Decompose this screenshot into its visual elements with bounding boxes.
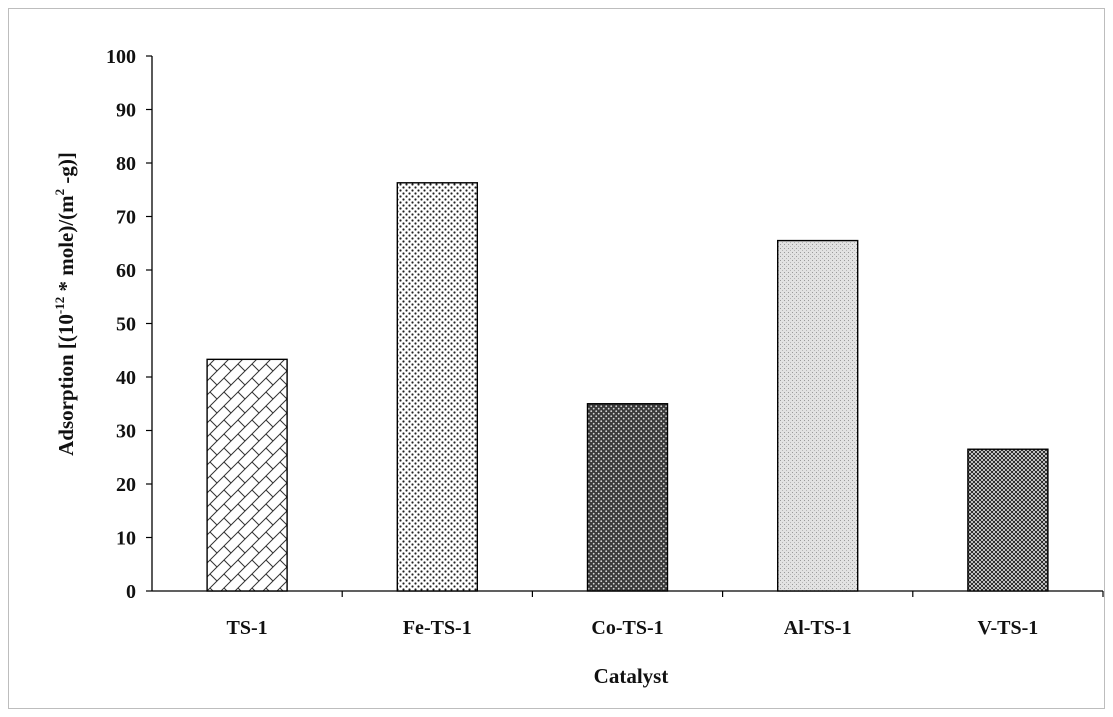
x-tick-label: V-TS-1 <box>978 617 1039 639</box>
bar-ts-1 <box>206 358 288 592</box>
x-ticks: TS-1 Fe-TS-1 Co-TS-1 Al-TS-1 V-TS-1 <box>227 591 1104 639</box>
chart-frame <box>8 8 1105 709</box>
y-ticks: 0 10 20 30 40 50 60 70 80 90 100 <box>106 46 152 603</box>
y-tick-label: 90 <box>116 100 136 122</box>
bar-co-ts-1 <box>586 403 669 592</box>
bar-fe-ts-1 <box>396 182 478 592</box>
y-tick-label: 50 <box>116 314 136 336</box>
bar-al-ts-1 <box>777 239 859 592</box>
bars <box>206 182 1049 592</box>
bar-v-ts-1 <box>967 448 1049 592</box>
y-axis-title: Adsorption [(10-12 * mole)/(m2 -g)] <box>52 152 78 456</box>
y-tick-label: 10 <box>116 528 136 550</box>
y-tick-label: 100 <box>106 46 136 68</box>
y-tick-label: 80 <box>116 153 136 175</box>
y-tick-label: 60 <box>116 260 136 282</box>
x-tick-label: Co-TS-1 <box>591 617 663 639</box>
y-tick-label: 40 <box>116 367 136 389</box>
y-tick-label: 20 <box>116 474 136 496</box>
x-tick-label: Fe-TS-1 <box>403 617 472 639</box>
x-tick-label: TS-1 <box>227 617 268 639</box>
y-tick-label: 30 <box>116 421 136 443</box>
x-tick-label: Al-TS-1 <box>784 617 852 639</box>
x-axis-title: Catalyst <box>594 664 669 688</box>
y-tick-label: 0 <box>126 581 136 603</box>
y-tick-label: 70 <box>116 207 136 229</box>
